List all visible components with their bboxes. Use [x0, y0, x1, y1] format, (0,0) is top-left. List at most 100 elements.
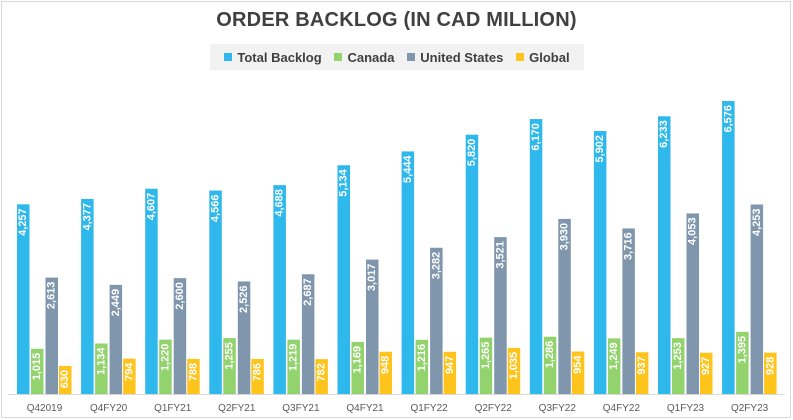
- data-label-canada-q1fy21: 1,220: [159, 344, 171, 372]
- bar-global-q2fy22: [507, 347, 521, 394]
- bar-canada-q1fy22: [415, 339, 429, 394]
- bar-canada-q42019: [31, 348, 44, 394]
- bar-united-states-q2fy22: [494, 237, 507, 394]
- data-label-canada-q1fy22: 1,216: [416, 344, 428, 372]
- data-label-total-backlog-q4fy21: 5,134: [338, 168, 350, 196]
- data-label-total-backlog-q1fy21: 4,607: [145, 193, 157, 221]
- data-label-united-states-q1fy23: 4,053: [687, 217, 699, 245]
- legend-label-canada: Canada: [347, 49, 395, 65]
- data-label-canada-q3fy22: 1,286: [544, 341, 556, 369]
- bar-global-q1fy22: [443, 351, 457, 394]
- data-label-canada-q42019: 1,015: [31, 353, 43, 381]
- bar-united-states-q2fy21: [237, 281, 251, 394]
- bar-united-states-q1fy22: [430, 247, 443, 394]
- data-label-canada-q2fy21: 1,255: [224, 342, 236, 370]
- data-label-united-states-q1fy21: 2,600: [174, 282, 186, 310]
- data-label-global-q2fy23: 928: [764, 357, 776, 375]
- bar-united-states-q1fy21: [173, 278, 187, 394]
- data-label-united-states-q4fy20: 2,449: [110, 289, 122, 317]
- legend-label-total-backlog: Total Backlog: [237, 49, 322, 65]
- legend-label-global: Global: [529, 49, 570, 65]
- bar-canada-q3fy21: [287, 339, 300, 394]
- legend-swatch-global: [516, 53, 525, 61]
- data-label-united-states-q42019: 2,613: [46, 282, 58, 310]
- data-label-total-backlog-q42019: 4,257: [17, 208, 29, 236]
- x-tick-label-q3fy21: Q3FY21: [282, 403, 320, 414]
- data-label-total-backlog-q1fy22: 5,444: [402, 155, 414, 183]
- legend-item-total-backlog: Total Backlog: [224, 49, 322, 65]
- bar-global-q4fy20: [123, 358, 136, 394]
- bar-total-backlog-q4fy20: [81, 198, 94, 394]
- bar-global-q3fy21: [315, 359, 328, 394]
- x-tick-label-q3fy22: Q3FY22: [539, 403, 577, 414]
- bar-global-q2fy23: [764, 352, 777, 394]
- data-label-united-states-q2fy21: 2,526: [238, 285, 250, 313]
- bar-total-backlog-q2fy22: [465, 134, 479, 394]
- data-label-total-backlog-q2fy23: 6,576: [722, 105, 734, 133]
- bar-total-backlog-q4fy21: [337, 165, 350, 394]
- bar-canada-q2fy21: [223, 338, 236, 394]
- x-tick-label-q4fy20: Q4FY20: [90, 403, 128, 414]
- data-label-united-states-q3fy21: 2,687: [302, 278, 314, 306]
- legend-swatch-canada: [334, 53, 343, 61]
- legend-swatch-total-backlog: [224, 53, 233, 61]
- x-tick-label-q4fy21: Q4FY21: [346, 403, 384, 414]
- bar-global-q2fy21: [251, 358, 264, 394]
- bar-united-states-q4fy20: [109, 284, 123, 394]
- data-label-global-q3fy21: 782: [316, 363, 328, 381]
- bar-canada-q2fy23: [736, 331, 749, 394]
- bar-united-states-q42019: [45, 277, 58, 394]
- bar-total-backlog-q42019: [17, 204, 30, 394]
- bar-united-states-q1fy23: [686, 213, 699, 394]
- bar-canada-q1fy21: [159, 339, 172, 394]
- legend-label-united-states: United States: [420, 49, 504, 65]
- bar-canada-q1fy23: [672, 338, 685, 394]
- bar-global-q4fy21: [379, 351, 392, 394]
- bar-total-backlog-q2fy21: [209, 190, 222, 394]
- bar-canada-q4fy21: [351, 341, 364, 394]
- x-tick-label-q1fy22: Q1FY22: [410, 403, 448, 414]
- data-label-united-states-q4fy21: 3,017: [366, 264, 378, 292]
- x-tick-label-q4fy22: Q4FY22: [603, 403, 641, 414]
- data-label-global-q2fy21: 786: [252, 363, 264, 381]
- bar-total-backlog-q3fy22: [529, 119, 543, 394]
- bar-total-backlog-q4fy22: [593, 131, 607, 395]
- x-tick-label-q2fy22: Q2FY22: [475, 403, 513, 414]
- legend-item-united-states: United States: [407, 50, 503, 65]
- data-label-global-q4fy20: 794: [123, 362, 135, 381]
- bar-canada-q4fy22: [607, 338, 621, 394]
- data-label-global-q4fy21: 948: [380, 356, 392, 374]
- data-label-united-states-q1fy22: 3,282: [430, 252, 442, 280]
- x-tick-label-q1fy23: Q1FY23: [667, 403, 705, 414]
- x-tick-label-q1fy21: Q1FY21: [154, 403, 192, 414]
- bar-canada-q3fy22: [543, 336, 557, 394]
- bar-total-backlog-q1fy22: [401, 151, 415, 394]
- bar-global-q1fy23: [700, 352, 713, 394]
- x-tick-label-q2fy23: Q2FY23: [731, 403, 769, 414]
- bar-total-backlog-q1fy23: [658, 116, 671, 395]
- bar-global-q3fy22: [571, 351, 585, 394]
- bar-united-states-q3fy21: [301, 274, 315, 394]
- bar-united-states-q4fy21: [366, 259, 379, 394]
- bar-total-backlog-q2fy23: [722, 101, 735, 394]
- data-label-total-backlog-q2fy22: 5,820: [466, 139, 478, 167]
- bar-total-backlog-q1fy21: [145, 188, 158, 394]
- data-label-united-states-q4fy22: 3,716: [623, 232, 635, 260]
- data-label-canada-q2fy23: 1,395: [736, 336, 748, 364]
- data-label-canada-q4fy22: 1,249: [608, 342, 620, 370]
- data-label-total-backlog-q3fy21: 4,688: [274, 189, 286, 217]
- bar-united-states-q3fy22: [558, 218, 571, 394]
- data-label-global-q42019: 630: [59, 370, 71, 388]
- bar-global-q1fy21: [187, 358, 200, 394]
- x-tick-label-q2fy21: Q2FY21: [218, 403, 256, 414]
- data-label-total-backlog-q4fy20: 4,377: [81, 203, 93, 231]
- data-label-global-q1fy23: 927: [700, 357, 712, 375]
- data-label-canada-q3fy21: 1,219: [288, 344, 300, 372]
- bar-canada-q4fy20: [95, 343, 108, 394]
- data-label-canada-q4fy20: 1,134: [95, 347, 107, 375]
- data-label-global-q1fy21: 788: [187, 363, 199, 381]
- data-label-canada-q2fy22: 1,265: [480, 342, 492, 370]
- data-label-united-states-q2fy23: 4,253: [751, 209, 763, 237]
- bar-united-states-q2fy23: [750, 204, 764, 394]
